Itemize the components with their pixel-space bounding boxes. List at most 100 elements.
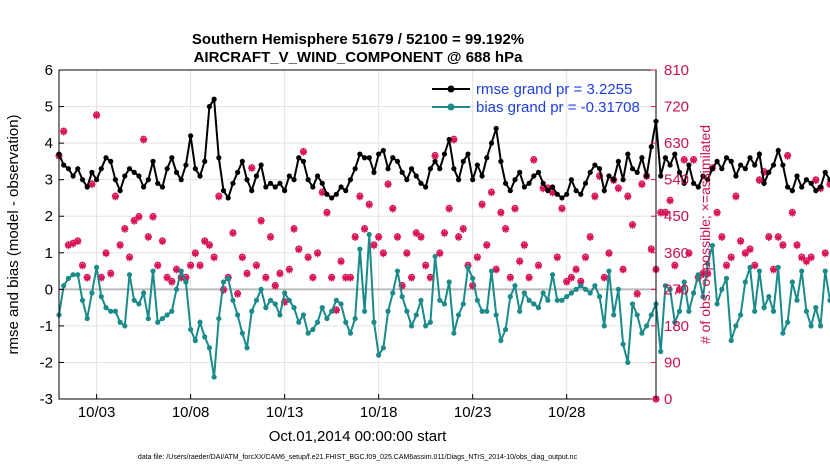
obs-assimilated-point bbox=[88, 180, 96, 189]
bias-point bbox=[564, 294, 570, 300]
bias-point bbox=[681, 279, 687, 285]
rmse-point bbox=[385, 166, 391, 172]
rmse-point bbox=[164, 166, 170, 172]
obs-assimilated-point bbox=[436, 249, 444, 258]
obs-assimilated-point bbox=[121, 225, 129, 233]
bias-point bbox=[145, 315, 151, 322]
rmse-point bbox=[601, 188, 607, 194]
bias-point bbox=[775, 264, 781, 270]
bias-point bbox=[648, 312, 654, 318]
obs-assimilated-point bbox=[238, 254, 246, 262]
legend-bias-label: bias grand pr = -0.31708 bbox=[476, 99, 640, 116]
obs-assimilated-point bbox=[516, 258, 524, 266]
obs-assimilated-point bbox=[807, 254, 815, 262]
rmse-point bbox=[253, 173, 260, 179]
x-tick-label: 10/23 bbox=[454, 404, 492, 421]
obs-assimilated-point bbox=[647, 245, 655, 254]
obs-assimilated-point bbox=[102, 249, 110, 258]
bias-point bbox=[399, 294, 405, 300]
bias-point bbox=[521, 290, 527, 296]
rmse-point bbox=[611, 177, 617, 183]
y2-tick-label: 180 bbox=[664, 318, 689, 335]
obs-assimilated-point bbox=[530, 156, 538, 164]
bias-point bbox=[117, 319, 123, 325]
bias-point bbox=[408, 323, 415, 329]
rmse-point bbox=[173, 169, 180, 175]
rmse-point bbox=[512, 177, 518, 183]
obs-assimilated-point bbox=[276, 270, 284, 278]
y2-tick-label: 450 bbox=[664, 208, 689, 225]
rmse-point bbox=[286, 173, 292, 179]
bias-point bbox=[803, 308, 810, 314]
bias-point bbox=[310, 326, 316, 333]
obs-assimilated-point bbox=[469, 282, 477, 290]
obs-assimilated-point bbox=[210, 254, 218, 262]
obs-assimilated-point bbox=[97, 274, 105, 282]
rmse-point bbox=[709, 166, 716, 172]
bias-point bbox=[747, 264, 753, 270]
bias-point bbox=[380, 345, 386, 351]
bias-point bbox=[216, 315, 222, 322]
obs-assimilated-point bbox=[633, 290, 641, 298]
rmse-point bbox=[404, 177, 410, 183]
y-tick-label: 0 bbox=[45, 281, 53, 298]
rmse-point bbox=[775, 147, 781, 154]
obs-assimilated-point bbox=[605, 249, 613, 258]
obs-assimilated-point bbox=[511, 205, 519, 213]
obs-assimilated-point bbox=[558, 205, 566, 213]
obs-assimilated-point bbox=[64, 241, 73, 250]
obs-assimilated-point bbox=[375, 233, 383, 241]
y2-tick-label: 540 bbox=[664, 172, 689, 189]
bias-point bbox=[122, 323, 128, 329]
rmse-point bbox=[808, 180, 814, 186]
rmse-point bbox=[329, 195, 335, 201]
bias-point bbox=[474, 297, 480, 303]
bias-point bbox=[507, 294, 513, 300]
obs-assimilated-point bbox=[675, 286, 684, 294]
bias-point bbox=[756, 268, 763, 274]
obs-assimilated-point bbox=[473, 254, 481, 262]
bias-point bbox=[427, 319, 433, 325]
rmse-point bbox=[84, 184, 90, 190]
obs-assimilated-point bbox=[205, 241, 214, 250]
bias-point bbox=[785, 319, 791, 325]
bias-point bbox=[512, 283, 518, 289]
bias-point bbox=[808, 323, 814, 329]
bias-point bbox=[211, 374, 217, 380]
rmse-point bbox=[282, 188, 288, 194]
rmse-point bbox=[70, 173, 76, 179]
rmse-point bbox=[75, 166, 81, 172]
obs-assimilated-point bbox=[661, 209, 670, 217]
bias-point bbox=[253, 297, 260, 303]
obs-assimilated-point bbox=[389, 205, 397, 213]
rmse-point bbox=[484, 155, 490, 161]
rmse-point bbox=[192, 166, 198, 172]
bias-point bbox=[531, 301, 537, 307]
rmse-point bbox=[526, 180, 532, 186]
bias-point bbox=[451, 330, 457, 336]
bias-point bbox=[596, 294, 603, 300]
rmse-point bbox=[150, 158, 156, 164]
bias-point bbox=[329, 308, 335, 314]
bias-point bbox=[658, 348, 664, 355]
rmse-point bbox=[169, 155, 175, 161]
rmse-point bbox=[277, 180, 283, 186]
obs-assimilated-point bbox=[257, 217, 265, 225]
rmse-point bbox=[587, 169, 593, 175]
x-tick-label: 10/28 bbox=[548, 404, 586, 421]
rmse-point bbox=[314, 173, 321, 179]
bias-point bbox=[789, 279, 795, 285]
rmse-point bbox=[206, 103, 213, 110]
bias-point bbox=[639, 330, 645, 336]
obs-assimilated-point bbox=[440, 229, 449, 237]
rmse-point bbox=[423, 184, 429, 190]
x-tick-label: 10/18 bbox=[360, 404, 398, 421]
rmse-point bbox=[357, 151, 363, 157]
rmse-point bbox=[465, 151, 471, 157]
obs-assimilated-point bbox=[332, 306, 340, 315]
obs-assimilated-point bbox=[699, 270, 707, 278]
y2-tick-label: 270 bbox=[664, 281, 689, 298]
obs-assimilated-point bbox=[483, 241, 491, 250]
obs-assimilated-point bbox=[111, 193, 120, 201]
